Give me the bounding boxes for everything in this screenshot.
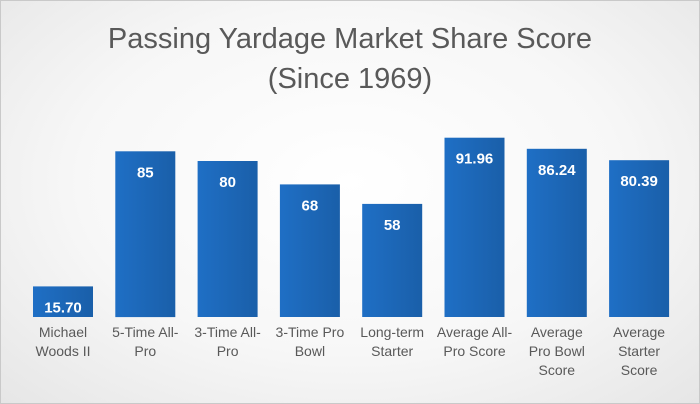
category-label-5: Average All- Pro Score — [436, 324, 513, 359]
category-label-7: Average Starter Score — [613, 324, 666, 378]
category-label-4: Long-term Starter — [360, 324, 425, 359]
data-label-4: 58 — [384, 217, 401, 234]
data-label-5: 91.96 — [456, 151, 494, 168]
bar-0 — [33, 286, 93, 317]
bar-4 — [362, 203, 423, 317]
chart-title: Passing Yardage Market Share Score — [107, 23, 593, 55]
bar-2 — [197, 161, 258, 317]
category-label-1: 5-Time All- Pro — [112, 324, 179, 359]
chart-subtitle: (Since 1969) — [267, 63, 433, 95]
bar-5 — [444, 137, 505, 317]
category-label-2: 3-Time All- Pro — [194, 324, 261, 359]
data-label-0: 15.70 — [44, 299, 82, 316]
bar-6 — [526, 148, 587, 317]
data-label-7: 80.39 — [620, 173, 658, 190]
category-label-3: 3-Time Pro Bowl — [275, 324, 345, 359]
category-label-0: Michael Woods II — [35, 324, 91, 359]
data-label-2: 80 — [219, 174, 236, 191]
bar-3 — [279, 184, 340, 317]
data-label-3: 68 — [302, 197, 319, 214]
bar-1 — [115, 151, 176, 318]
data-label-1: 85 — [137, 164, 154, 181]
bar-7 — [609, 160, 670, 317]
data-label-6: 86.24 — [538, 162, 576, 179]
category-label-6: Average Pro Bowl Score — [528, 324, 585, 378]
